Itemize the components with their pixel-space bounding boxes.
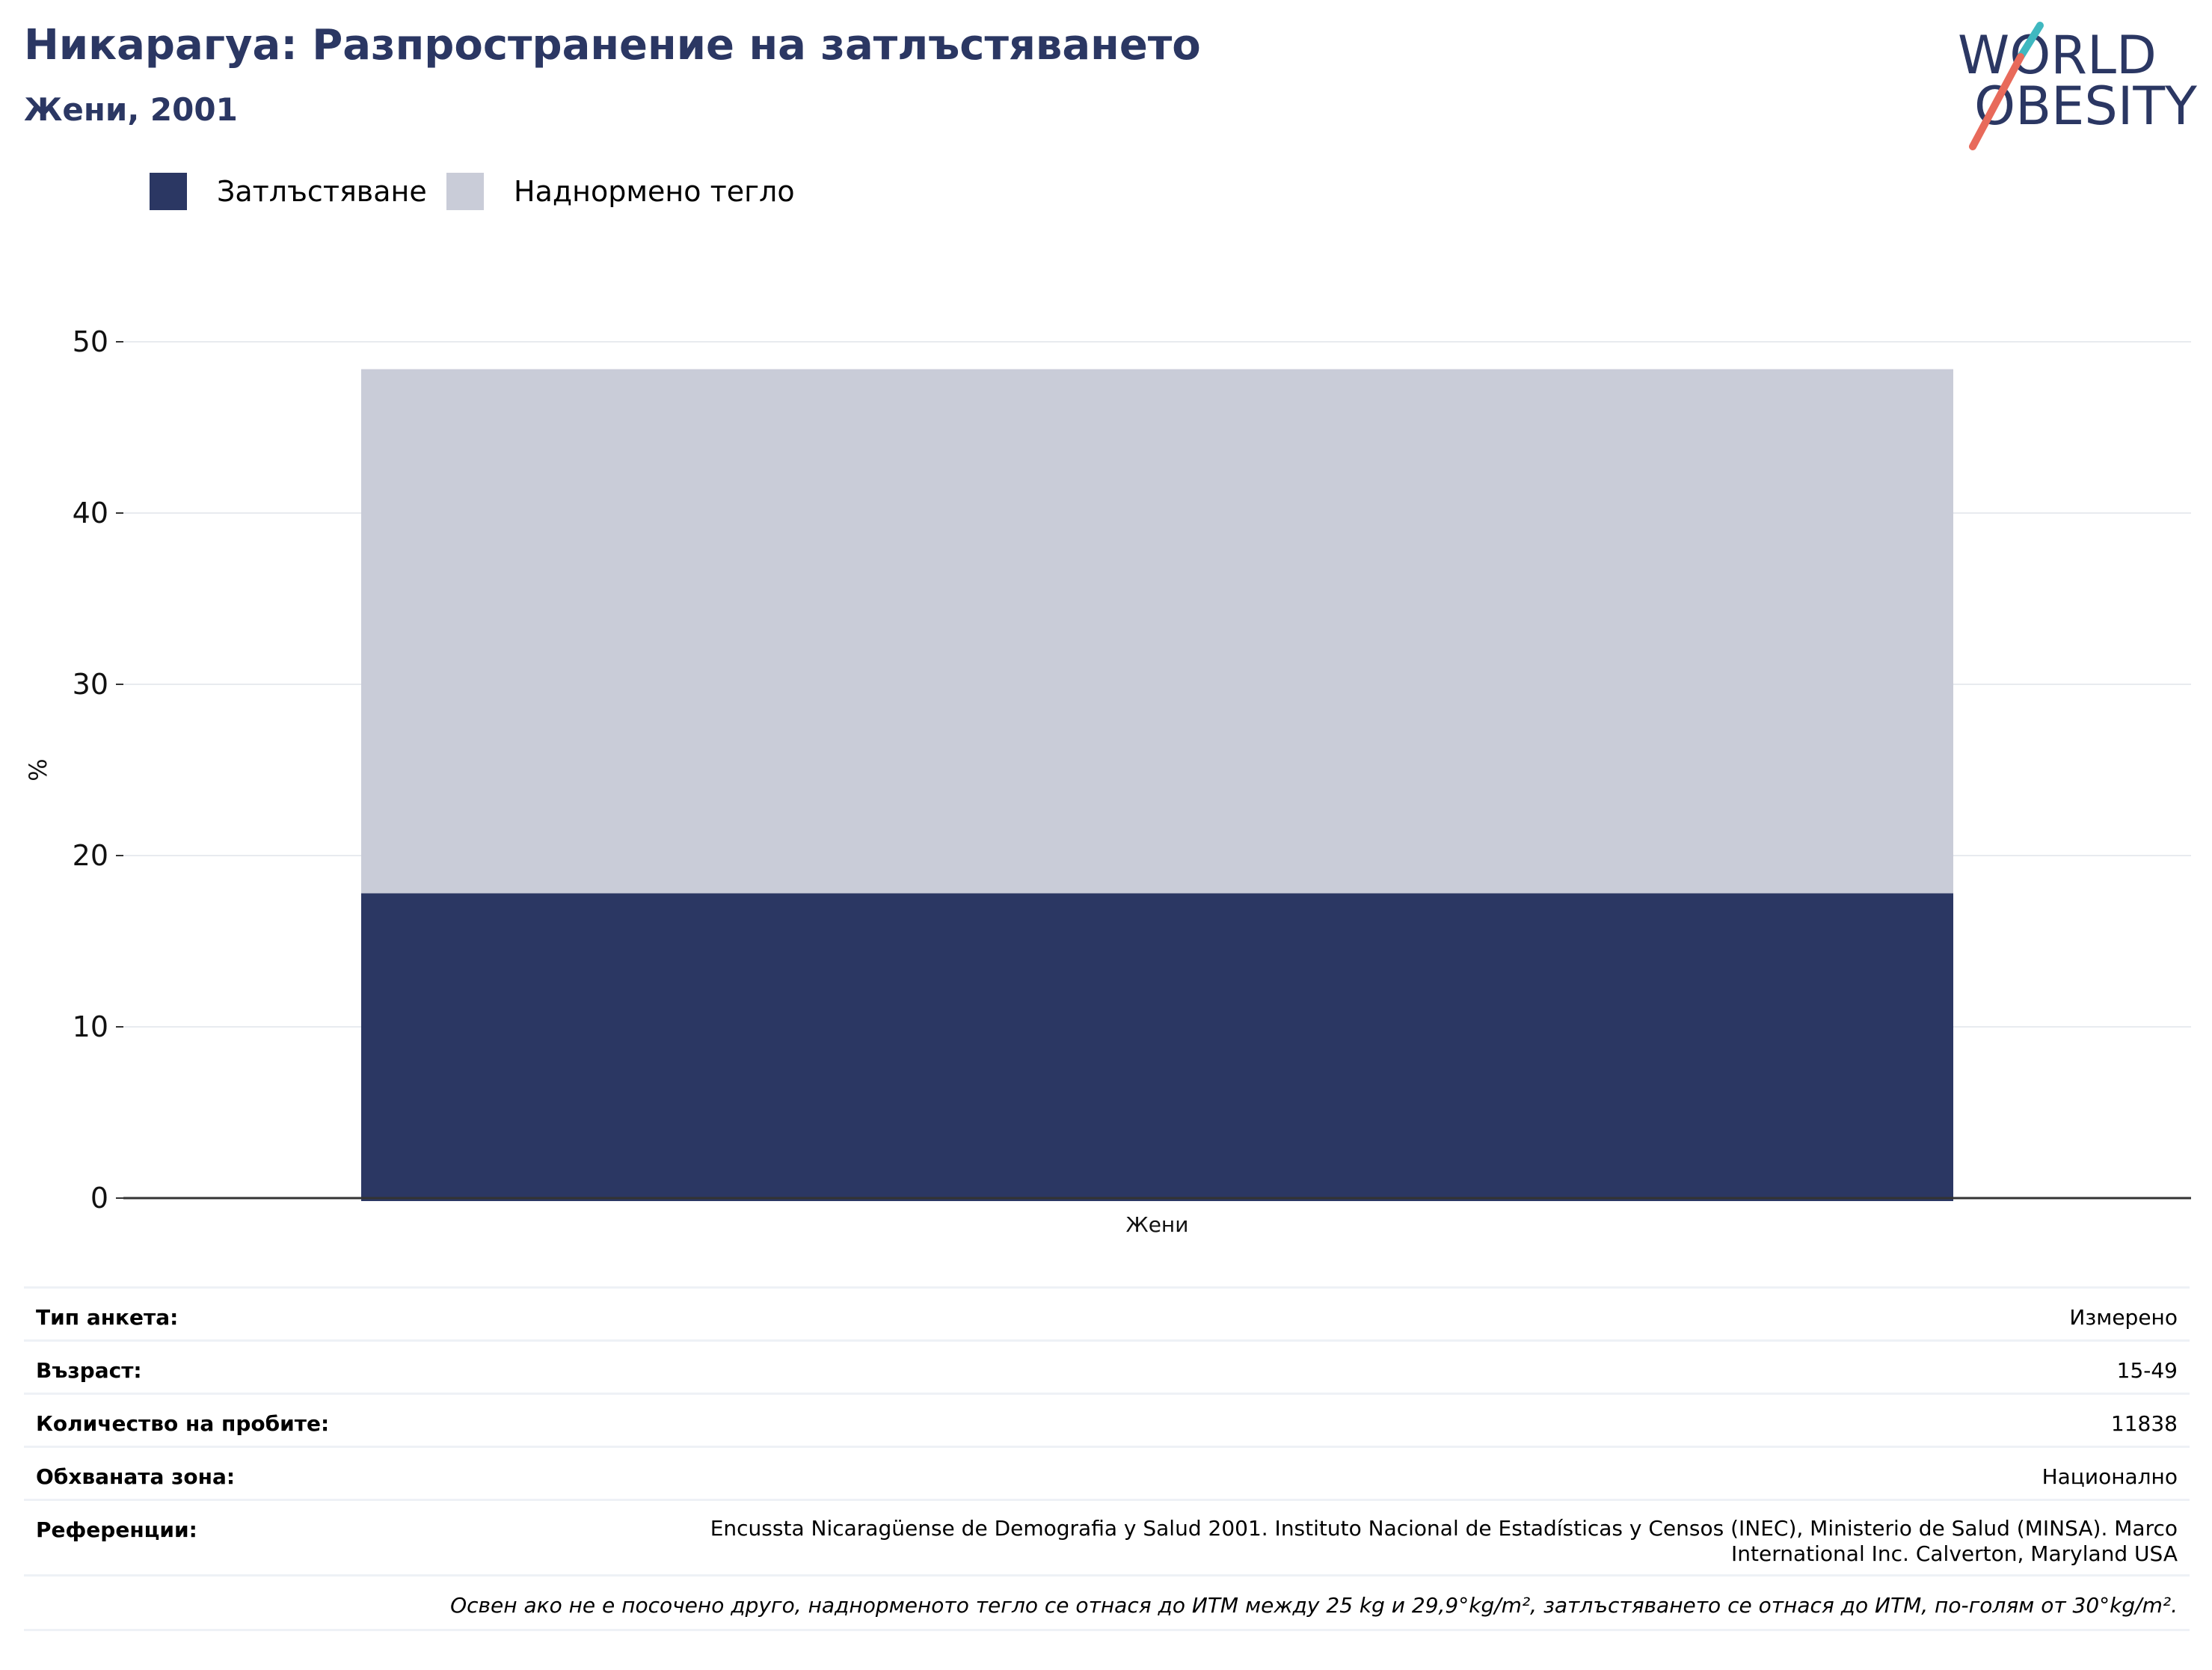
info-row-references: Референции: Encussta Nicaragüense de Dem… (24, 1499, 2190, 1576)
info-key: Референции: (36, 1517, 197, 1542)
y-tick-label: 20 (73, 839, 108, 872)
world-obesity-logo: WORLD OBESITY (1958, 22, 2197, 150)
y-tick-label: 50 (73, 325, 108, 358)
y-tick-label: 40 (73, 497, 108, 529)
chart-title: Никарагуа: Разпространение на затлъстява… (24, 21, 1201, 70)
references-text: Encussta Nicaragüense de Demografia y Sa… (532, 1516, 2178, 1567)
definition-note: Освен ако не е посочено друго, наднормен… (450, 1593, 2178, 1618)
info-key: Количество на пробите: (36, 1411, 330, 1436)
info-key: Тип анкета: (36, 1305, 179, 1330)
info-row-area: Обхваната зона: Национално (24, 1446, 2190, 1500)
logo-slash-teal (2017, 22, 2044, 61)
chart-subtitle: Жени, 2001 (24, 91, 238, 128)
bar-segment-overweight (360, 369, 1954, 894)
info-row-survey-type: Тип анкета: Измерено (24, 1286, 2190, 1341)
y-tick-label: 10 (73, 1010, 108, 1043)
legend-label-obesity: Затлъстяване (217, 175, 427, 208)
legend-swatch-overweight (446, 173, 484, 210)
y-tick-label: 30 (73, 668, 108, 701)
info-row-note: Освен ако не е посочено друго, наднормен… (24, 1574, 2190, 1631)
references-line-2: International Inc. Calverton, Maryland U… (1731, 1541, 2178, 1566)
y-axis-label: % (24, 758, 52, 781)
x-category-label: Жени (1126, 1212, 1189, 1237)
y-tick-label: 0 (90, 1182, 108, 1215)
bar-segment-obesity (360, 893, 1954, 1201)
info-row-sample-size: Количество на пробите: 11838 (24, 1393, 2190, 1447)
references-line-1: Encussta Nicaragüense de Demografia y Sa… (710, 1516, 2178, 1541)
logo-text-obesity: OBESITY (1974, 76, 2197, 137)
info-value: 15-49 (2116, 1358, 2178, 1383)
info-key: Обхваната зона: (36, 1464, 236, 1489)
info-value: Национално (2042, 1464, 2178, 1489)
info-value: Измерено (2069, 1305, 2178, 1330)
info-value: 11838 (2110, 1411, 2178, 1436)
stacked-bar-chart: 0 10 20 30 40 50% Жени (24, 325, 2191, 1237)
info-row-age: Възраст: 15-49 (24, 1339, 2190, 1394)
logo-slash-coral (1969, 53, 2024, 150)
legend-label-overweight: Наднормено тегло (514, 175, 795, 208)
logo-text-world: WORLD (1958, 25, 2157, 86)
info-key: Възраст: (36, 1358, 142, 1383)
legend-swatch-obesity (150, 173, 187, 210)
